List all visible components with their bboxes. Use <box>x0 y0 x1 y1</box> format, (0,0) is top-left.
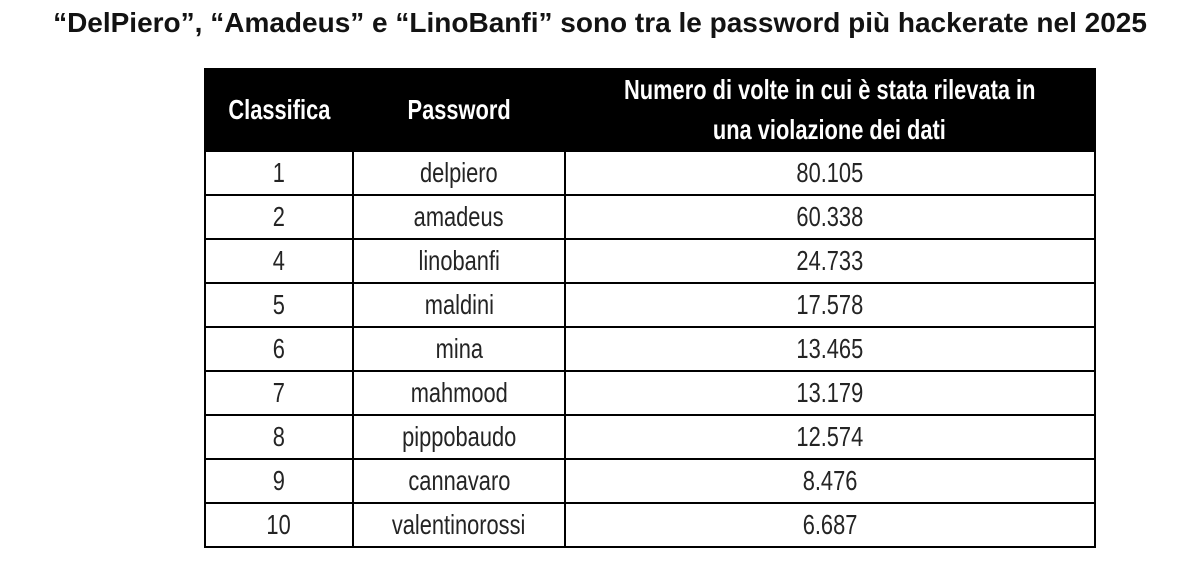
count-cell: 13.465 <box>564 326 1096 372</box>
table-header-row: Classifica Password Numero di volte in c… <box>204 68 1096 152</box>
col-header-password: Password <box>352 68 566 152</box>
password-cell: mahmood <box>352 370 566 416</box>
table-row: 10 valentinorossi 6.687 <box>204 502 1096 548</box>
count-cell: 6.687 <box>564 502 1096 548</box>
table-row: 7 mahmood 13.179 <box>204 370 1096 416</box>
table-row: 5 maldini 17.578 <box>204 282 1096 328</box>
col-header-classifica-label: Classifica <box>228 94 330 125</box>
password-cell: cannavaro <box>352 458 566 504</box>
count-cell: 17.578 <box>564 282 1096 328</box>
password-cell: delpiero <box>352 150 566 196</box>
page-title: “DelPiero”, “Amadeus” e “LinoBanfi” sono… <box>53 7 1147 38</box>
password-cell: linobanfi <box>352 238 566 284</box>
rank-cell: 6 <box>204 326 354 372</box>
rank-cell: 8 <box>204 414 354 460</box>
password-cell: maldini <box>352 282 566 328</box>
col-header-count: Numero di volte in cui è stata rilevata … <box>564 68 1096 152</box>
table-row: 2 amadeus 60.338 <box>204 194 1096 240</box>
rank-cell: 1 <box>204 150 354 196</box>
table-row: 6 mina 13.465 <box>204 326 1096 372</box>
count-cell: 13.179 <box>564 370 1096 416</box>
col-header-password-label: Password <box>407 94 511 125</box>
password-table: Classifica Password Numero di volte in c… <box>204 68 1096 548</box>
col-header-count-line1: Numero di volte in cui è stata rilevata … <box>624 74 1036 105</box>
table-row: 4 linobanfi 24.733 <box>204 238 1096 284</box>
rank-cell: 7 <box>204 370 354 416</box>
rank-cell: 5 <box>204 282 354 328</box>
count-cell: 60.338 <box>564 194 1096 240</box>
table-row: 8 pippobaudo 12.574 <box>204 414 1096 460</box>
password-cell: mina <box>352 326 566 372</box>
col-header-count-line2: una violazione dei dati <box>713 114 947 145</box>
rank-cell: 4 <box>204 238 354 284</box>
password-cell: amadeus <box>352 194 566 240</box>
count-cell: 8.476 <box>564 458 1096 504</box>
table-row: 9 cannavaro 8.476 <box>204 458 1096 504</box>
password-cell: valentinorossi <box>352 502 566 548</box>
password-cell: pippobaudo <box>352 414 566 460</box>
col-header-classifica: Classifica <box>204 68 354 152</box>
rank-cell: 9 <box>204 458 354 504</box>
rank-cell: 10 <box>204 502 354 548</box>
count-cell: 24.733 <box>564 238 1096 284</box>
count-cell: 80.105 <box>564 150 1096 196</box>
rank-cell: 2 <box>204 194 354 240</box>
count-cell: 12.574 <box>564 414 1096 460</box>
table-row: 1 delpiero 80.105 <box>204 150 1096 196</box>
